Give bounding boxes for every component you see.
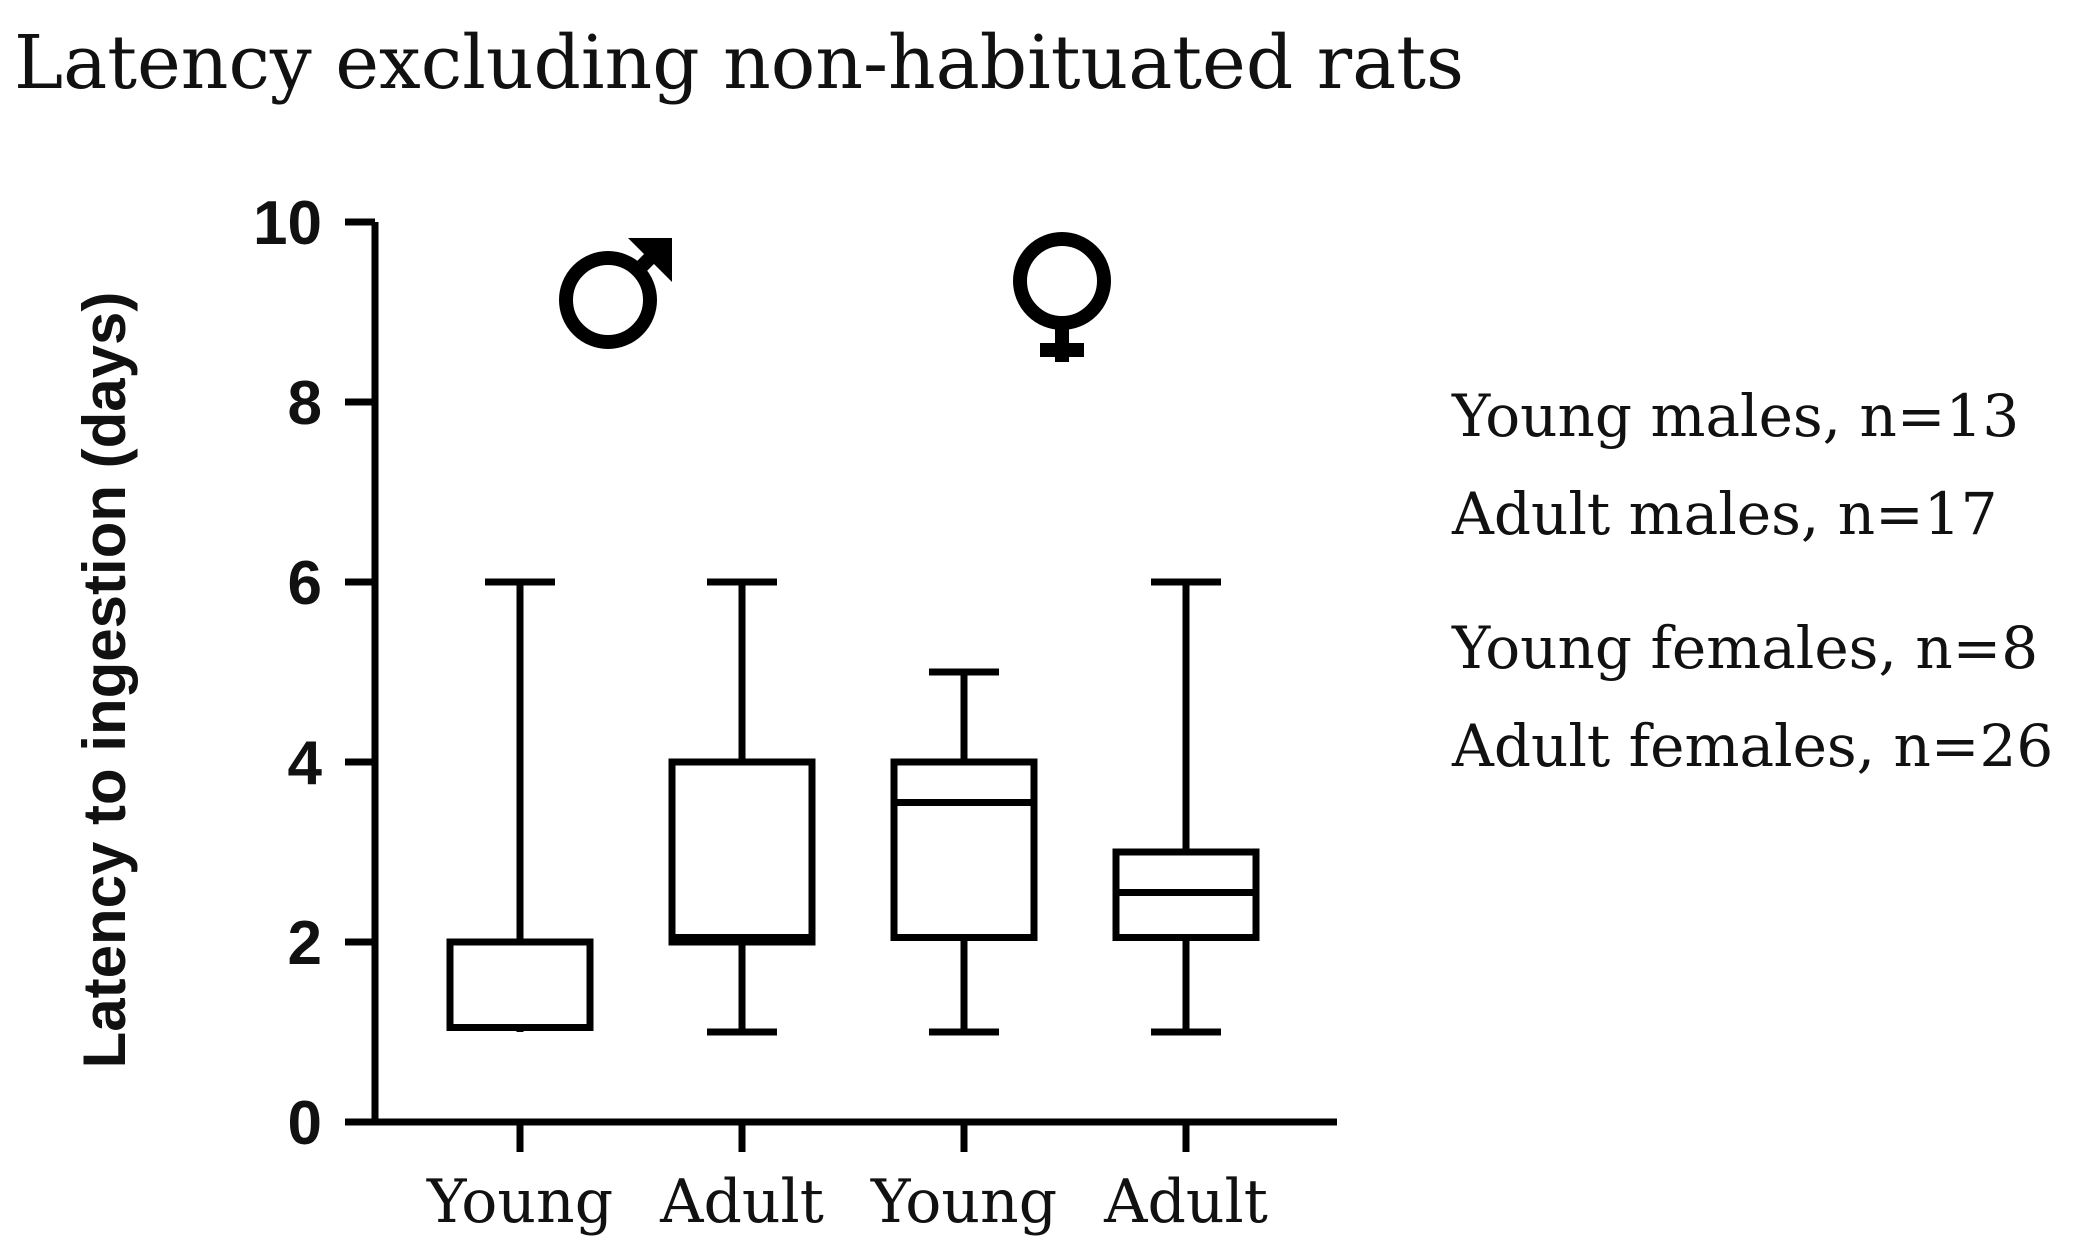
y-axis-label: Latency to ingestion (days) <box>71 292 138 1069</box>
x-tick-label-2: Young <box>870 1167 1057 1237</box>
x-tick-label-3: Adult <box>1103 1167 1268 1237</box>
axes <box>371 222 1337 1126</box>
y-ticks: 0 2 4 6 8 10 <box>253 189 375 1158</box>
x-tick-label-1: Adult <box>659 1167 824 1237</box>
chart-title: Latency excluding non-habituated rats <box>14 20 1464 106</box>
box-rect-2 <box>890 758 1038 941</box>
y-tick-label-3: 6 <box>288 549 322 618</box>
y-tick-label-5: 10 <box>253 189 322 258</box>
box-rect-0 <box>446 938 594 1031</box>
box-rect-1 <box>668 758 816 946</box>
legend: Young males, n=13 Adult males, n=17 Young … <box>1451 382 2053 780</box>
legend-entry-0: Young males, n=13 <box>1451 382 2019 450</box>
x-tick-label-0: Young <box>426 1167 613 1237</box>
box-3 <box>1112 578 1260 1036</box>
male-symbol-icon <box>559 238 672 349</box>
box-2 <box>890 668 1038 1036</box>
legend-entry-2: Young females, n=8 <box>1451 614 2038 682</box>
legend-entry-3: Adult females, n=26 <box>1451 712 2053 780</box>
legend-entry-1: Adult males, n=17 <box>1451 480 1998 548</box>
boxes <box>446 578 1260 1036</box>
y-tick-label-1: 2 <box>288 909 322 978</box>
box-0 <box>446 578 594 1032</box>
y-tick-label-2: 4 <box>288 729 323 798</box>
y-tick-label-0: 0 <box>288 1089 322 1158</box>
box-1 <box>668 578 816 1036</box>
female-symbol-icon <box>1013 232 1111 362</box>
y-tick-label-4: 8 <box>288 369 322 438</box>
x-ticks: Young Adult Young Adult <box>426 1122 1268 1237</box>
